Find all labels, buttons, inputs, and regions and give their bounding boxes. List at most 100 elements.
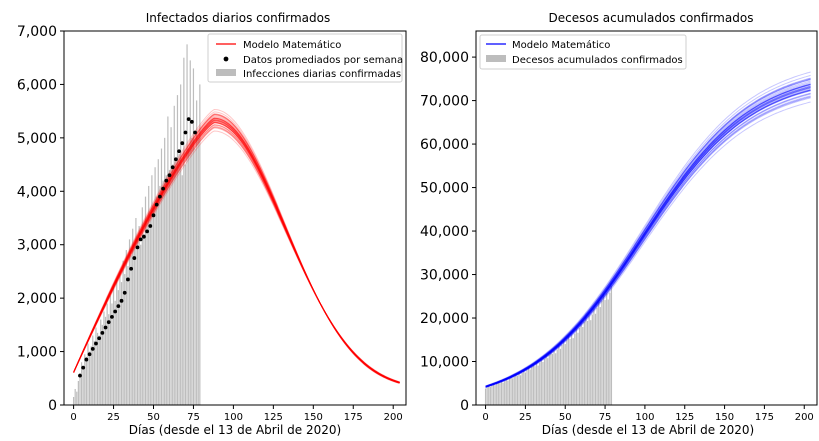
bar <box>132 228 134 405</box>
x-axis: 0 25 50 75 100 125 150 175 200 <box>70 405 403 423</box>
bar <box>151 175 153 405</box>
bar <box>101 324 103 405</box>
bar <box>547 358 549 405</box>
data-point <box>170 165 175 170</box>
bar <box>122 260 124 405</box>
bar <box>176 95 179 405</box>
bar <box>504 381 506 405</box>
data-point <box>122 290 127 295</box>
data-point <box>145 229 150 234</box>
bar <box>103 311 105 405</box>
model-band <box>73 108 400 384</box>
data-point <box>81 365 86 370</box>
bar <box>577 332 579 405</box>
model-line <box>485 83 811 387</box>
y-tick-label: 0 <box>48 398 57 414</box>
bar <box>181 175 183 405</box>
model-line <box>485 89 811 388</box>
bar <box>518 373 520 405</box>
x-tick-label: 50 <box>147 412 160 423</box>
bar <box>111 303 113 405</box>
bar <box>128 239 131 405</box>
model-line <box>73 119 400 384</box>
bar <box>144 196 147 405</box>
bar <box>508 378 511 405</box>
x-tick-label: 150 <box>715 412 734 423</box>
model-line <box>485 78 811 387</box>
data-point <box>90 347 95 351</box>
bar <box>596 307 598 405</box>
legend-label: Infecciones diarias confirmadas <box>243 69 401 80</box>
bar <box>491 385 493 405</box>
model-line <box>73 117 400 384</box>
x-axis-label: Días (desde el 13 de Abril de 2020) <box>129 423 341 437</box>
data-point <box>106 320 111 325</box>
x-tick-label: 25 <box>519 412 532 423</box>
model-line <box>485 83 811 387</box>
model-line <box>485 83 811 387</box>
y-tick-label: 50,000 <box>420 181 469 197</box>
model-line <box>485 85 811 388</box>
data-point <box>186 117 191 122</box>
bar <box>593 308 595 405</box>
bar <box>566 339 568 405</box>
bar <box>90 346 92 405</box>
bar <box>76 391 78 405</box>
model-line <box>73 130 400 383</box>
data-point <box>161 186 165 191</box>
model-line <box>73 126 400 383</box>
y-axis: 0 10,000 20,000 30,000 40,000 50,000 60,000 70,… <box>420 50 476 414</box>
model-line <box>485 78 811 387</box>
y-tick-label: 6,000 <box>17 77 57 93</box>
y-tick-label: 30,000 <box>420 268 469 284</box>
model-line <box>73 118 400 384</box>
points-layer <box>78 117 197 378</box>
model-line <box>73 118 400 384</box>
model-line <box>73 114 400 384</box>
x-axis-label: Días (desde el 13 de Abril de 2020) <box>542 423 754 437</box>
bar <box>183 57 185 405</box>
bar <box>148 185 150 405</box>
bar <box>120 282 123 405</box>
bar <box>160 148 163 406</box>
y-tick-label: 60,000 <box>420 137 469 153</box>
model-line <box>485 81 811 387</box>
x-tick-label: 0 <box>70 412 76 423</box>
model-line <box>73 122 400 383</box>
chart-title: Infectados diarios confirmados <box>146 11 331 25</box>
data-point <box>183 130 188 135</box>
bar <box>77 380 79 405</box>
bar <box>189 60 191 406</box>
data-point <box>177 149 181 154</box>
bar <box>586 320 589 405</box>
bar <box>564 344 566 405</box>
bar <box>138 226 140 405</box>
model-line <box>485 97 811 388</box>
x-tick-label: 75 <box>599 412 612 423</box>
bar <box>524 372 526 405</box>
bar <box>165 175 167 405</box>
bar <box>80 362 83 405</box>
bar <box>540 359 542 405</box>
data-point <box>173 157 178 162</box>
bar <box>172 164 174 405</box>
bar <box>572 338 574 405</box>
model-line <box>73 111 400 384</box>
y-tick-label: 2,000 <box>17 291 57 307</box>
bar <box>96 332 99 405</box>
bar <box>116 279 118 405</box>
bar <box>484 388 487 405</box>
data-point <box>189 119 194 124</box>
model-line <box>73 120 400 384</box>
model-line <box>485 89 811 388</box>
bar <box>602 294 605 405</box>
model-line <box>485 89 811 388</box>
bar <box>135 218 137 405</box>
bar <box>162 180 164 405</box>
model-line <box>73 108 400 384</box>
model-line <box>73 126 400 383</box>
model-line <box>73 119 400 384</box>
bar <box>534 366 536 405</box>
bar <box>108 314 110 405</box>
